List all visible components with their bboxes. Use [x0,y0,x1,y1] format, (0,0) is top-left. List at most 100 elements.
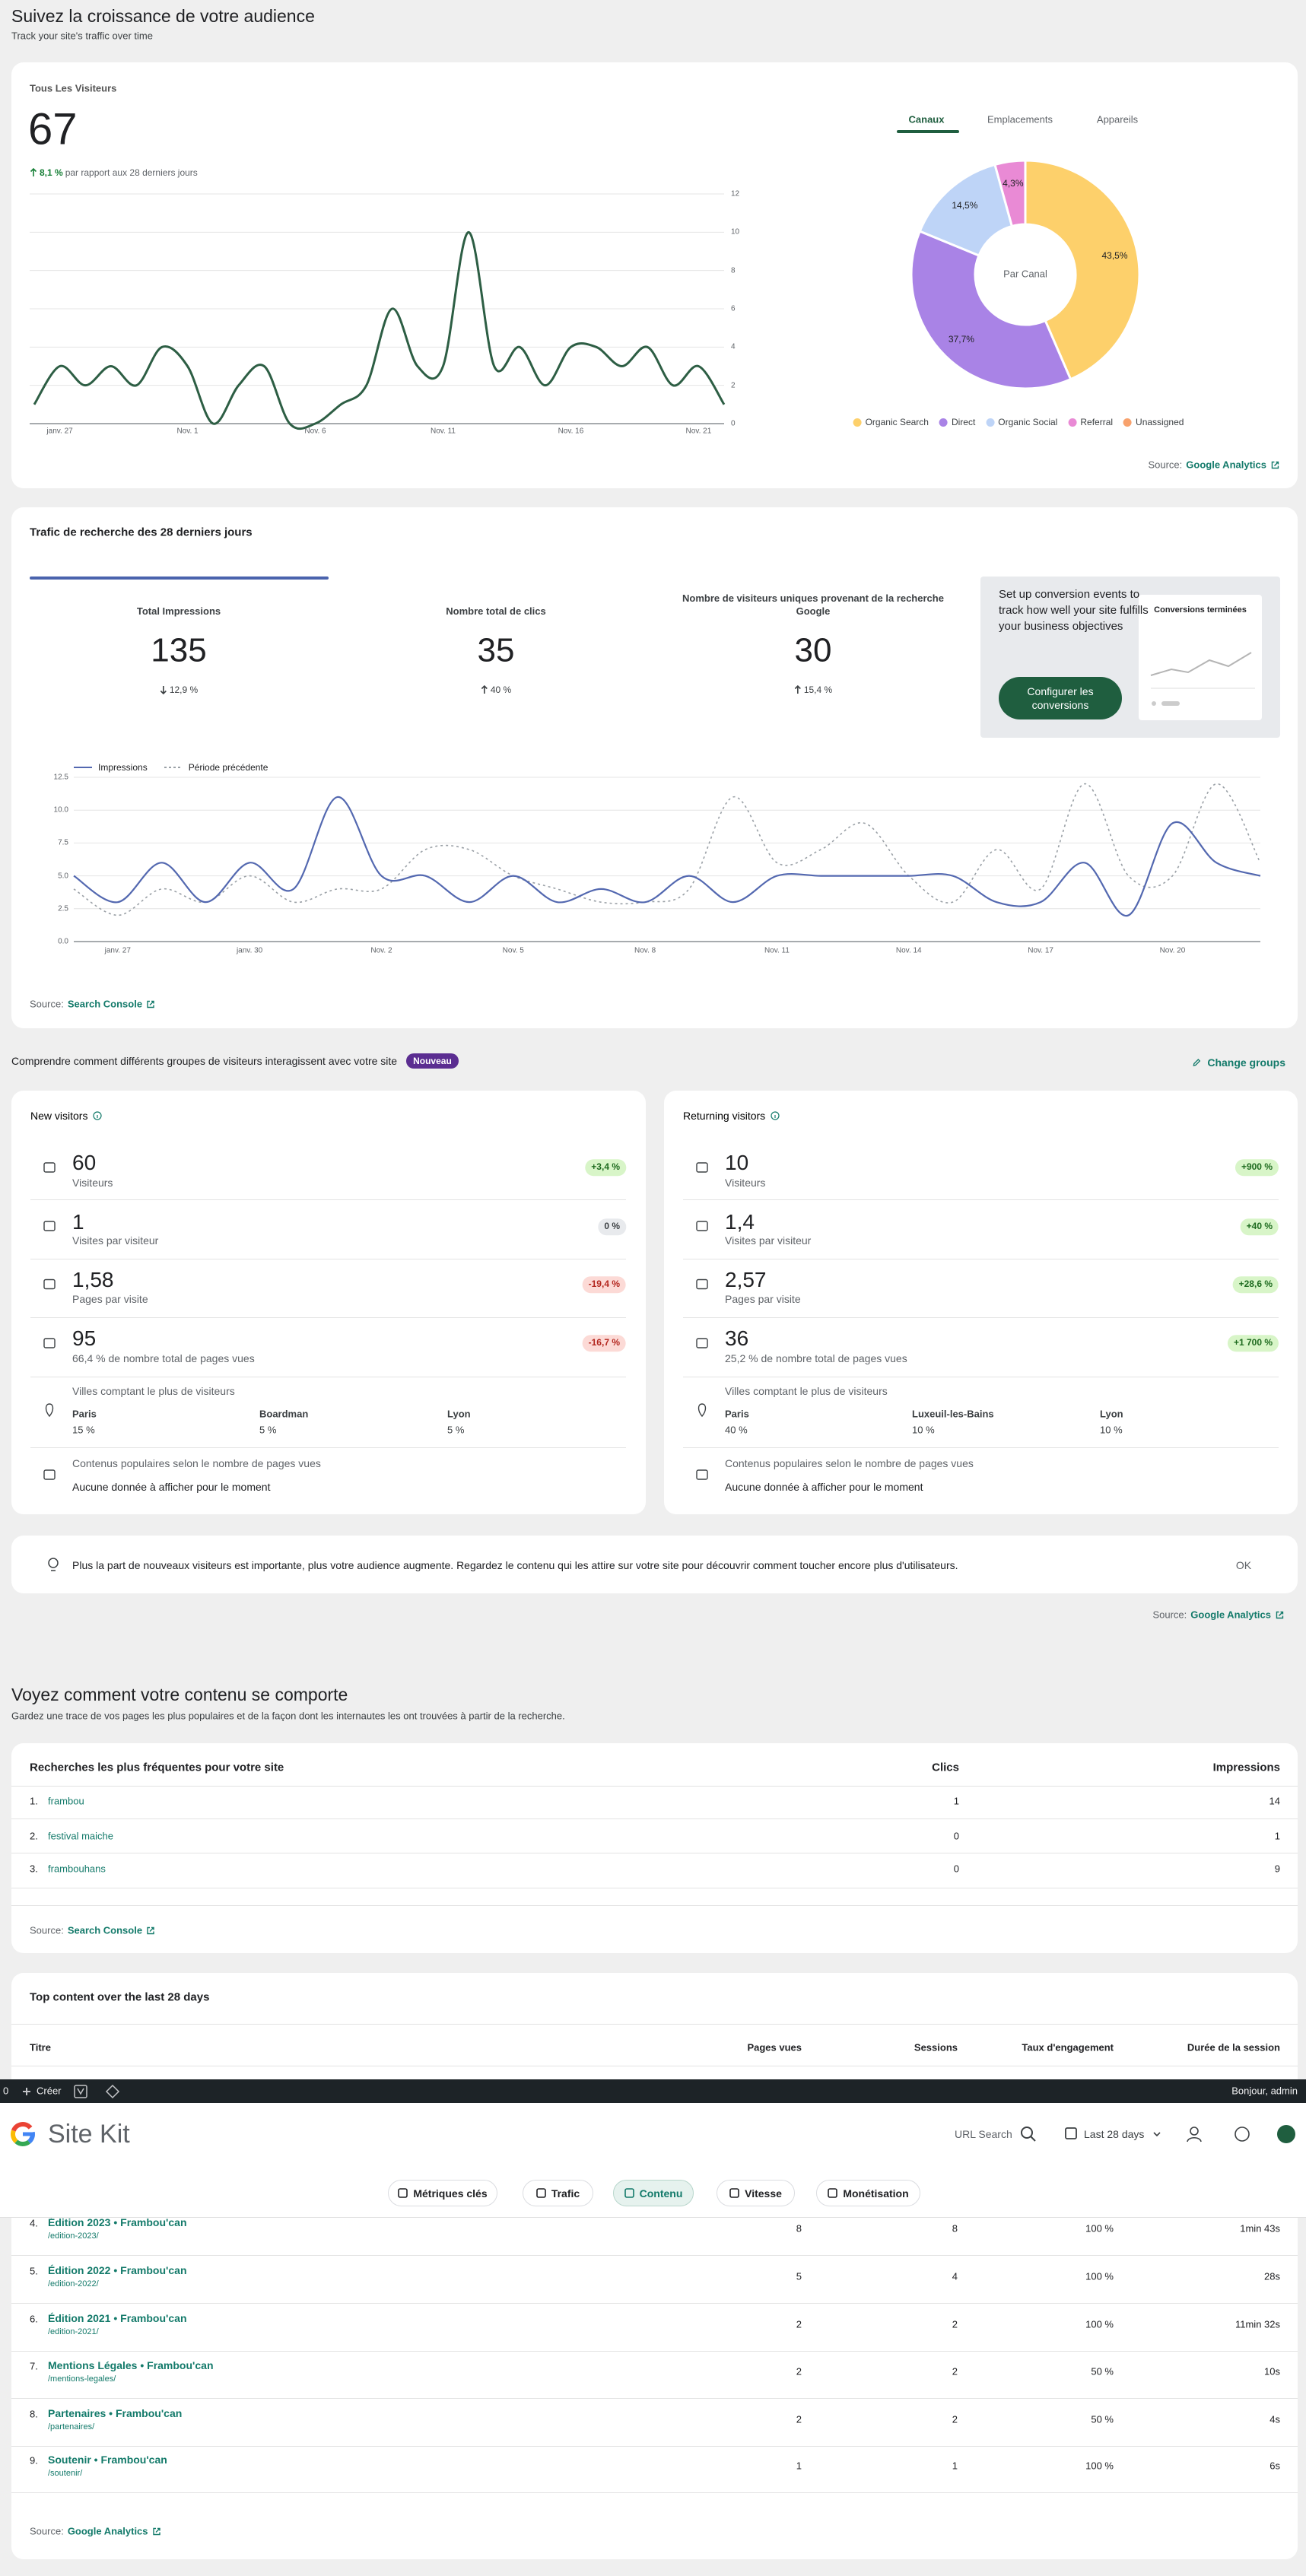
tab-indicator [897,130,959,133]
legend-item: Impressions [74,762,148,773]
external-link-icon [1276,1611,1283,1618]
page-link[interactable]: Édition 2022 • Frambou'can [48,2263,187,2276]
page-link[interactable]: Mentions Légales • Frambou'can [48,2358,214,2371]
legend-dot [1068,418,1077,427]
searches-card [11,1743,1298,1953]
legend-swatch [164,767,183,768]
query-link[interactable]: festival maiche [48,1830,113,1842]
date-range[interactable]: Last 28 days [1084,2127,1145,2140]
card-title: Returning visitors [683,1110,780,1122]
source-label: Source: [30,998,64,1010]
source-link[interactable]: Search Console [67,998,143,1010]
source: Source: Google Analytics [1148,459,1279,471]
metric-change: 40 % [481,684,511,695]
nav-icon [536,2188,546,2198]
metric-value: 1,58 [72,1267,114,1291]
metric-label: Visites par visiteur [725,1234,812,1247]
source-label: Source: [1148,459,1183,471]
source-link[interactable]: Google Analytics [1190,1609,1271,1621]
rank: 2. [30,1830,38,1842]
admin-count: 0 [3,2085,9,2097]
x-tick-label: Nov. 5 [502,946,524,955]
url-search[interactable]: URL Search [955,2127,1012,2140]
trend-arrow [30,168,37,176]
engagement: 50 % [1091,2413,1114,2425]
change-groups-label: Change groups [1207,1056,1285,1069]
groups-intro: Comprendre comment différents groupes de… [11,1053,459,1069]
tip-button[interactable]: OK [1235,1558,1252,1571]
page-link[interactable]: Édition 2023 • Frambou'can [48,2215,187,2228]
info-icon [93,1111,103,1120]
tab[interactable]: Appareils [1096,113,1139,125]
y-tick-label: 6 [731,304,736,313]
engagement: 50 % [1091,2365,1114,2377]
legend-swatch [74,767,92,768]
y-tick-label: 5.0 [58,872,68,881]
city-share: 15 % [72,1424,95,1436]
page-link[interactable]: Édition 2021 • Frambou'can [48,2311,187,2324]
tab[interactable]: Canaux [908,113,945,125]
content-empty: Aucune donnée à afficher pour le moment [725,1480,923,1493]
source-link[interactable]: Search Console [67,1924,143,1936]
metric-label: 66,4 % de nombre total de pages vues [72,1352,255,1364]
nav-icon [729,2188,739,2198]
badge: Nouveau [406,1053,459,1069]
metric-label: 25,2 % de nombre total de pages vues [725,1352,907,1364]
external-link-icon [147,1000,154,1008]
column-header: Titre [30,2041,51,2053]
duration: 1min 43s [1240,2222,1280,2235]
content-empty: Aucune donnée à afficher pour le moment [72,1480,271,1493]
page-link[interactable]: Partenaires • Frambou'can [48,2406,183,2419]
sessions: 4 [952,2270,958,2282]
y-tick-label: 12 [731,189,740,199]
trend-arrow [481,685,488,694]
x-tick-label: Nov. 11 [764,946,790,955]
y-tick-label: 0 [731,419,736,428]
engagement: 100 % [1085,2318,1114,2330]
change-groups[interactable]: Change groups [1192,1056,1285,1069]
metric-label: Nombre total de clics [446,605,546,618]
page-url: /soutenir/ [48,2468,83,2478]
nav-tab[interactable]: Métriques clés [388,2180,497,2206]
admin-create[interactable]: Créer [37,2085,62,2097]
page-url: /edition-2023/ [48,2231,99,2241]
column-header: Clics [932,1761,959,1774]
conversion-button[interactable]: Configurer les conversions [999,677,1122,719]
value-label: 37,7% [948,333,974,345]
source: Source: Google Analytics [1152,1609,1284,1621]
x-tick-label: janv. 27 [104,946,131,955]
nav-tab[interactable]: Trafic [523,2180,593,2206]
duration: 28s [1264,2270,1280,2282]
change-badge: -19,4 % [582,1276,626,1293]
query-link[interactable]: frambouhans [48,1863,106,1875]
source-link[interactable]: Google Analytics [67,2525,148,2537]
city-name: Boardman [259,1408,309,1420]
info-icon [771,1111,780,1120]
divider [11,1818,1298,1819]
source-link[interactable]: Google Analytics [1186,459,1266,471]
divider [11,2303,1298,2304]
legend-dot [986,418,995,427]
nav-tab[interactable]: Contenu [613,2180,694,2206]
tab[interactable]: Emplacements [987,113,1053,125]
trend-arrow [160,686,167,694]
x-tick-label: Nov. 17 [1028,946,1053,955]
nav-tab[interactable]: Monétisation [816,2180,920,2206]
card-title: Top content over the last 28 days [30,1990,210,2004]
city-name: Paris [725,1408,749,1420]
legend-item: Période précédente [164,762,268,773]
legend-dot [939,418,948,427]
card-title: New visitors [30,1110,103,1122]
metric-value: 36 [725,1326,749,1350]
query-link[interactable]: frambou [48,1795,84,1807]
card-title-text: Returning visitors [683,1110,766,1122]
metric-label: Pages par visite [72,1292,148,1305]
nav-label: Métriques clés [413,2187,488,2200]
external-icon [1276,1611,1283,1618]
city-share: 10 % [1100,1424,1123,1436]
metric-value: 30 [794,631,832,669]
nav-tab[interactable]: Vitesse [717,2180,795,2206]
tip-text: Plus la part de nouveaux visiteurs est i… [72,1558,958,1571]
total-visitors: 67 [28,104,78,154]
page-link[interactable]: Soutenir • Frambou'can [48,2453,167,2466]
